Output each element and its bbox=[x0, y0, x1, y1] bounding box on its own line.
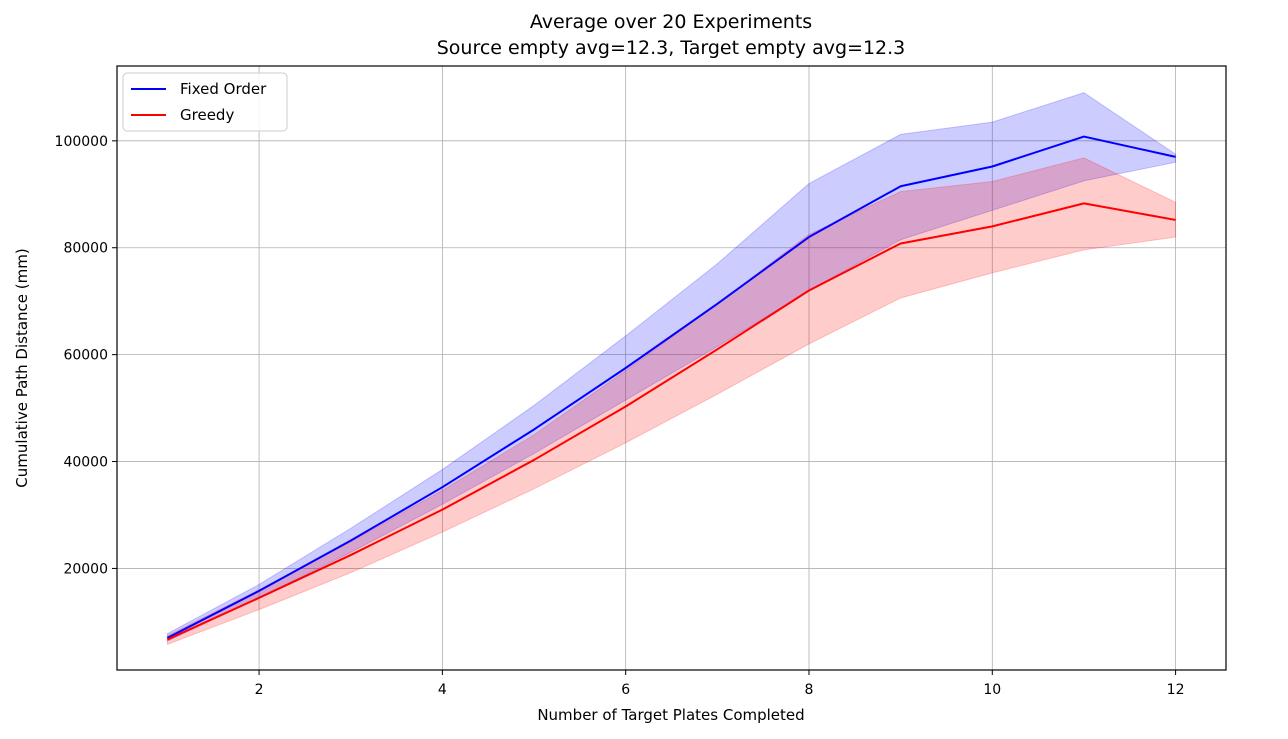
fixed-order-band bbox=[166, 92, 1177, 642]
confidence-bands bbox=[166, 92, 1177, 646]
y-tick-label: 20000 bbox=[63, 561, 108, 577]
y-tick-label: 60000 bbox=[63, 348, 108, 364]
chart-subtitle: Source empty avg=12.3, Target empty avg=… bbox=[437, 37, 906, 59]
x-tick-label: 6 bbox=[621, 682, 630, 698]
axis-ticks: 2 4 6 8 10 12 20000 40000 60000 80000 100000 bbox=[55, 134, 1185, 698]
x-tick-label: 2 bbox=[255, 682, 264, 698]
plot-frame bbox=[116, 65, 1227, 671]
y-axis-label: Cumulative Path Distance (mm) bbox=[13, 248, 31, 487]
greedy-band bbox=[166, 157, 1177, 646]
x-axis-label: Number of Target Plates Completed bbox=[537, 706, 804, 724]
x-tick-label: 4 bbox=[438, 682, 447, 698]
y-tick-label: 100000 bbox=[55, 134, 108, 150]
legend-box bbox=[122, 72, 288, 132]
legend-label-greedy: Greedy bbox=[180, 106, 234, 124]
x-tick-label: 10 bbox=[983, 682, 1001, 698]
x-tick-label: 8 bbox=[805, 682, 814, 698]
y-tick-label: 80000 bbox=[63, 241, 108, 257]
x-tick-label: 12 bbox=[1167, 682, 1185, 698]
greedy-line bbox=[166, 202, 1176, 641]
legend: Fixed Order Greedy bbox=[122, 72, 288, 132]
series-lines bbox=[166, 135, 1176, 641]
legend-label-fixed-order: Fixed Order bbox=[180, 80, 267, 98]
fixed-order-line bbox=[166, 135, 1176, 639]
y-tick-label: 40000 bbox=[63, 455, 108, 471]
chart-title: Average over 20 Experiments bbox=[530, 11, 812, 33]
